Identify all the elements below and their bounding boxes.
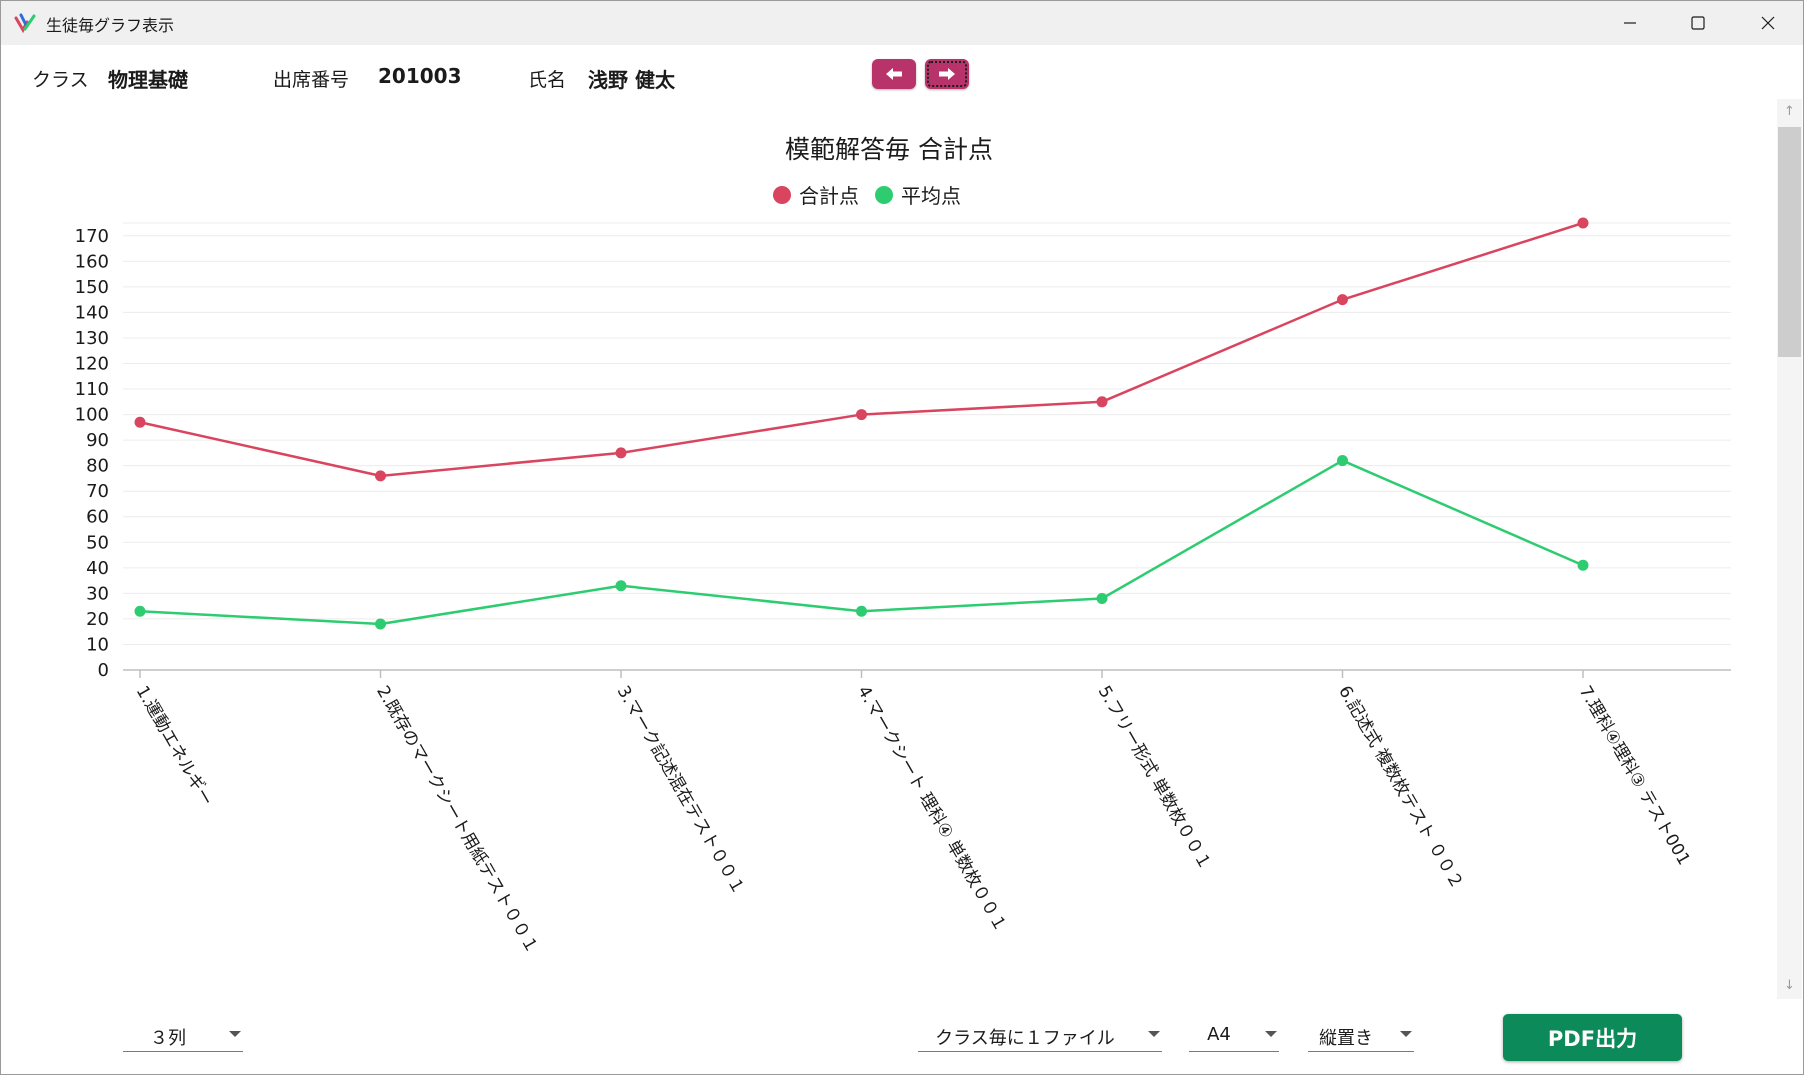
- y-tick-label: 130: [75, 328, 109, 349]
- y-tick-label: 120: [75, 353, 109, 374]
- y-tick-label: 150: [75, 277, 109, 298]
- data-point-total[interactable]: [1096, 396, 1108, 408]
- x-tick-label: 1.運動エネルギー: [132, 683, 217, 810]
- data-point-average[interactable]: [856, 605, 867, 617]
- data-point-total[interactable]: [856, 409, 867, 421]
- y-tick-label: 10: [86, 634, 109, 655]
- legend-label-total: 合計点: [799, 184, 859, 208]
- y-tick-label: 160: [75, 251, 109, 272]
- y-tick-label: 140: [75, 302, 109, 323]
- window-title: 生徒毎グラフ表示: [46, 16, 175, 35]
- x-tick-label: 2.既存のマークシート用紙テスト００１: [372, 683, 542, 957]
- chevron-down-icon: [229, 1031, 241, 1037]
- next-student-button[interactable]: [925, 59, 969, 89]
- minimize-icon: [1624, 22, 1636, 24]
- legend-item-total[interactable]: 合計点: [773, 180, 859, 209]
- file-mode-select-value: クラス毎に１ファイル: [935, 1028, 1115, 1049]
- chevron-down-icon: [1400, 1031, 1412, 1037]
- student-name-value: 浅野 健太: [588, 68, 675, 92]
- orientation-select-value: 縦置き: [1319, 1028, 1373, 1049]
- scroll-down-icon[interactable]: ↓: [1784, 978, 1795, 993]
- y-tick-label: 80: [86, 456, 109, 477]
- data-point-total[interactable]: [615, 447, 627, 459]
- data-point-total[interactable]: [1337, 294, 1348, 306]
- data-point-average[interactable]: [1096, 592, 1108, 604]
- legend-label-average: 平均点: [901, 184, 961, 208]
- x-tick-label: 7.理科④理科③ テスト001: [1575, 683, 1694, 869]
- data-point-average[interactable]: [375, 618, 386, 630]
- legend-swatch-total: [773, 185, 791, 204]
- attendance-number-label: 出席番号: [273, 69, 350, 91]
- y-tick-label: 20: [86, 609, 109, 630]
- chevron-down-icon: [1148, 1031, 1160, 1037]
- data-point-total[interactable]: [375, 470, 386, 482]
- chevron-down-icon: [1265, 1031, 1277, 1037]
- chart-legend: 合計点 平均点: [773, 180, 977, 209]
- attendance-number-value: 201003: [378, 64, 462, 88]
- columns-select-value: ３列: [150, 1028, 186, 1049]
- columns-select[interactable]: ３列: [123, 1021, 243, 1052]
- y-tick-label: 0: [98, 660, 109, 681]
- close-icon: [1761, 16, 1775, 30]
- arrow-right-icon: [939, 68, 955, 80]
- paper-size-select-value: A4: [1207, 1024, 1231, 1045]
- maximize-button[interactable]: [1663, 1, 1733, 45]
- close-button[interactable]: [1733, 1, 1803, 45]
- data-point-average[interactable]: [1337, 455, 1348, 467]
- title-bar: 生徒毎グラフ表示: [1, 1, 1803, 45]
- scroll-thumb[interactable]: [1778, 127, 1801, 357]
- legend-item-average[interactable]: 平均点: [875, 180, 961, 209]
- data-point-average[interactable]: [1577, 559, 1589, 571]
- pdf-export-button[interactable]: PDF出力: [1503, 1014, 1682, 1061]
- scroll-up-icon[interactable]: ↑: [1784, 104, 1795, 119]
- arrow-left-icon: [886, 68, 902, 80]
- vertical-scrollbar[interactable]: ↑ ↓: [1777, 99, 1802, 999]
- paper-size-select[interactable]: A4: [1189, 1021, 1279, 1052]
- maximize-icon: [1691, 16, 1705, 30]
- y-tick-label: 30: [86, 583, 109, 604]
- y-tick-label: 170: [75, 226, 109, 247]
- y-tick-label: 50: [86, 532, 109, 553]
- x-tick-label: 3.マーク記述混在テスト００１: [613, 683, 749, 898]
- data-point-average[interactable]: [615, 580, 627, 592]
- y-tick-label: 60: [86, 507, 109, 528]
- chart-title: 模範解答毎 合計点: [785, 135, 993, 164]
- student-name-label: 氏名: [528, 69, 567, 91]
- y-tick-label: 70: [86, 481, 109, 502]
- data-point-total[interactable]: [134, 416, 146, 428]
- legend-swatch-average: [875, 185, 893, 204]
- file-mode-select[interactable]: クラス毎に１ファイル: [918, 1021, 1162, 1052]
- line-chart: 0 10 20 30 40 50 60 70 80 90 100 110 120 130 140 150 160…: [75, 217, 1731, 957]
- x-tick-label: 4.マークシート 理科④ 単数枚００１: [853, 683, 1010, 936]
- orientation-select[interactable]: 縦置き: [1308, 1021, 1414, 1052]
- y-tick-label: 100: [75, 405, 109, 426]
- y-tick-label: 110: [75, 379, 109, 400]
- previous-student-button[interactable]: [872, 59, 916, 89]
- minimize-button[interactable]: [1595, 1, 1665, 45]
- y-tick-label: 40: [86, 558, 109, 579]
- class-label: クラス: [32, 69, 89, 91]
- class-value: 物理基礎: [108, 68, 188, 92]
- app-logo-icon: [14, 13, 36, 34]
- x-tick-label: 5.フリー形式 単数枚００１: [1094, 683, 1216, 874]
- data-point-total[interactable]: [1577, 217, 1589, 229]
- data-point-average[interactable]: [134, 605, 146, 617]
- y-tick-label: 90: [86, 430, 109, 451]
- x-tick-label: 6.記述式 複数枚テスト ００２: [1334, 683, 1467, 893]
